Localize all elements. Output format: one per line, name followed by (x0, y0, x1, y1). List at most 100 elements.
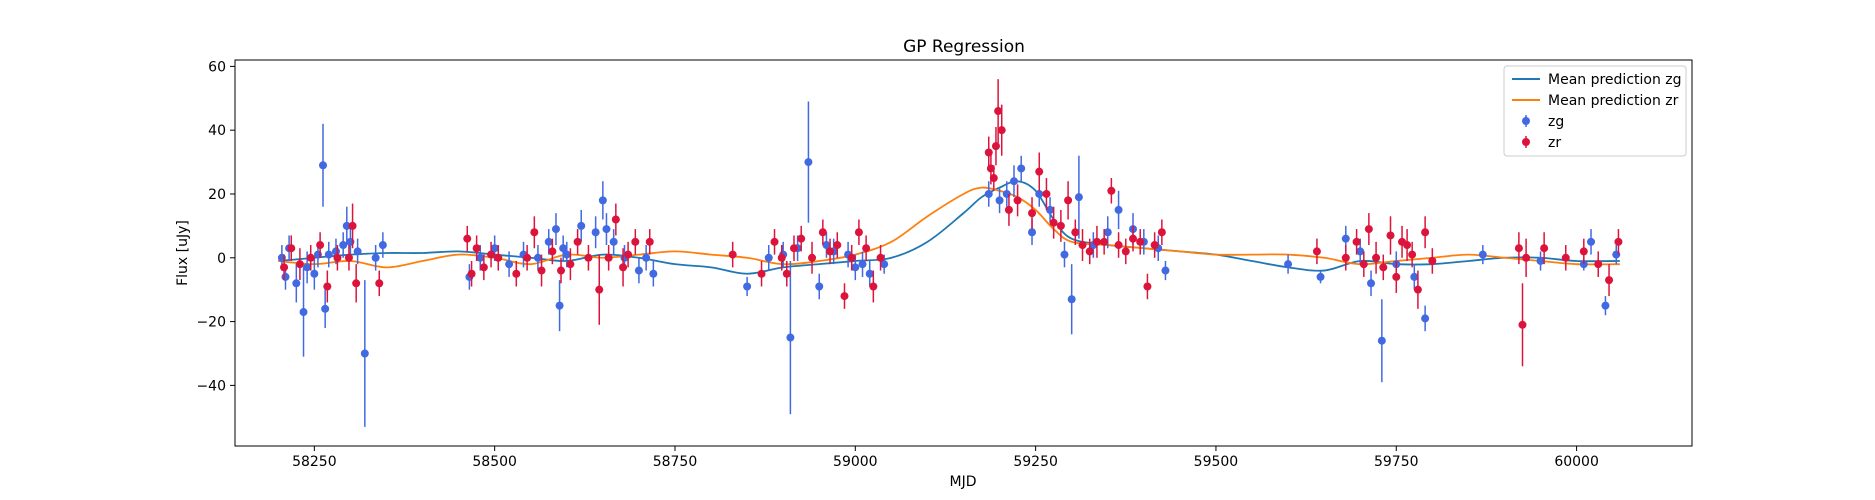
zg-point (551, 225, 560, 234)
plot-area (235, 60, 1692, 446)
zg-point (1587, 237, 1596, 246)
zg-point (342, 221, 351, 230)
zr-point (1518, 320, 1527, 329)
legend-swatch-zr (1522, 138, 1530, 146)
zr-point (323, 282, 332, 291)
zg-point (764, 253, 773, 262)
zr-point (1150, 241, 1159, 250)
data-points (277, 79, 1623, 427)
zr-point (1312, 247, 1321, 256)
legend-swatch-zg (1522, 117, 1530, 125)
zg-point (1046, 205, 1055, 214)
zr-point (989, 174, 998, 183)
y-tick-label: 20 (208, 187, 226, 203)
zr-point (869, 282, 878, 291)
zr-point (1143, 282, 1152, 291)
zr-point (1413, 285, 1422, 294)
zr-point (595, 285, 604, 294)
zg-point (353, 247, 362, 256)
zr-point (1605, 276, 1614, 285)
y-tick-label: 0 (217, 251, 226, 267)
zg-point (858, 260, 867, 269)
zg-point (1009, 177, 1018, 186)
zg-point (743, 282, 752, 291)
zr-point (348, 221, 357, 230)
zg-point (299, 308, 308, 317)
zg-point (1367, 279, 1376, 288)
y-axis-ticks: −40 −20 0 20 40 60 (196, 59, 235, 394)
zg-point (815, 282, 824, 291)
zr-point (573, 237, 582, 246)
zr-point (1114, 241, 1123, 250)
zg-point (1410, 272, 1419, 281)
zr-point (306, 253, 315, 262)
zg-point (984, 189, 993, 198)
zg-point (378, 241, 387, 250)
zr-point (1379, 263, 1388, 272)
zr-point (797, 234, 806, 243)
zr-point (1561, 253, 1570, 262)
zg-point (822, 241, 831, 250)
zr-point (494, 253, 503, 262)
zg-point (880, 260, 889, 269)
zg-point (310, 269, 319, 278)
zg-point (1067, 295, 1076, 304)
plot-area-background (235, 60, 1692, 446)
chart-title: GP Regression (903, 37, 1025, 57)
zg-point (371, 253, 380, 262)
zr-point (1064, 196, 1073, 205)
legend-label-zg: zg (1548, 114, 1564, 130)
zg-point (292, 279, 301, 288)
zg-point (1017, 164, 1026, 173)
zr-point (1004, 205, 1013, 214)
zr-point (333, 253, 342, 262)
zr-point (1013, 196, 1022, 205)
zr-point (1372, 253, 1381, 262)
zr-point (1403, 241, 1412, 250)
y-tick-label: −40 (196, 378, 226, 394)
zr-point (1408, 250, 1417, 259)
zr-point (631, 237, 640, 246)
zr-point (847, 253, 856, 262)
zr-point (487, 250, 496, 259)
y-axis-label: Flux [uJy] (175, 220, 191, 286)
zg-point (490, 244, 499, 253)
zr-point (876, 253, 885, 262)
zr-point (472, 244, 481, 253)
x-tick-label: 58750 (653, 454, 698, 470)
zr-point (1359, 260, 1368, 269)
legend-box (1503, 65, 1687, 157)
zr-point (375, 279, 384, 288)
zr-point (782, 269, 791, 278)
zr-point (833, 241, 842, 250)
zr-point (557, 266, 566, 275)
zr-point (1594, 260, 1603, 269)
zg-point (1536, 256, 1545, 265)
zg-point (505, 260, 514, 269)
zr-point (840, 292, 849, 301)
y-tick-label: 40 (208, 123, 226, 139)
plot-frame (234, 59, 1693, 447)
zr-point (1129, 234, 1138, 243)
x-tick-label: 59500 (1194, 454, 1239, 470)
zr-point (1386, 231, 1395, 240)
zg-point (598, 196, 607, 205)
zg-point (533, 253, 542, 262)
zg-point (1316, 272, 1325, 281)
zr-point (1056, 221, 1065, 230)
zr-point (1540, 244, 1549, 253)
zr-point (1035, 167, 1044, 176)
zr-point (624, 250, 633, 259)
zr-point (862, 244, 871, 253)
zr-point (1071, 228, 1080, 237)
y-tick-label: 60 (208, 59, 226, 75)
zr-point (1078, 241, 1087, 250)
zg-point (321, 304, 330, 313)
zg-point (851, 263, 860, 272)
zr-point (479, 263, 488, 272)
zr-point (566, 260, 575, 269)
zg-point (281, 272, 290, 281)
zg-point (804, 158, 813, 167)
zg-point (786, 333, 795, 342)
zg-point (555, 301, 564, 310)
